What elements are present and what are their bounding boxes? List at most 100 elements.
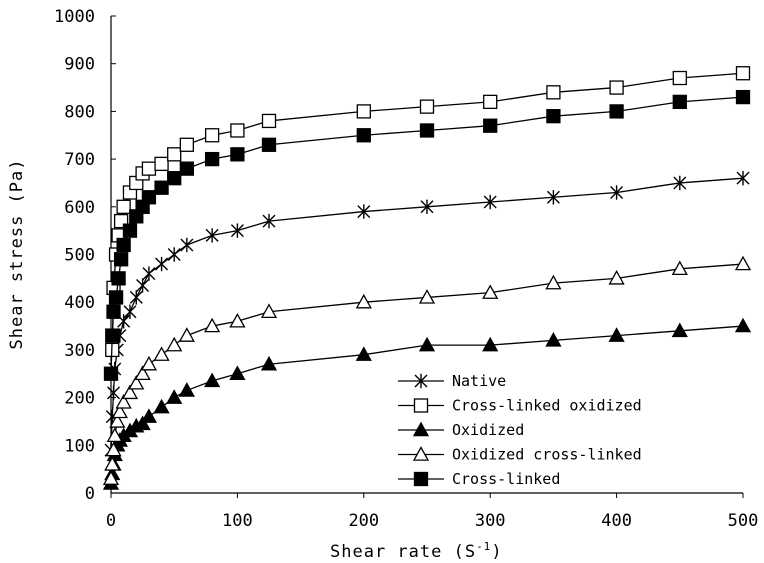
legend-item: Native [398,372,506,390]
data-point [141,190,157,205]
data-point [418,336,436,352]
data-point [153,346,170,361]
data-point [204,372,221,388]
y-tick-label: 300 [64,341,95,361]
data-point [109,413,126,428]
legend-item: Cross-linked oxidized [398,397,642,415]
series-cross-linked-oxidized [105,66,751,358]
data-point [261,113,277,129]
data-point [608,270,625,285]
data-point [412,421,430,437]
data-point [672,94,687,110]
data-point [546,190,560,205]
data-point [671,322,688,338]
x-axis-title: Shear rate (S-1) [330,540,503,562]
data-point [129,290,143,305]
data-point [204,151,220,167]
x-tick-label: 100 [222,511,253,531]
data-point [180,237,194,253]
data-point [672,70,687,86]
data-point [356,104,371,119]
data-point [355,346,372,361]
y-tick-label: 600 [64,198,95,218]
data-point [104,456,121,471]
data-point [230,223,244,238]
data-point [142,266,156,281]
data-point [230,147,245,162]
y-tick-label: 800 [64,102,95,122]
x-tick-label: 500 [728,511,759,531]
data-point [166,336,183,352]
data-point [103,366,119,381]
data-point [121,384,139,400]
data-point [167,171,182,186]
data-point [140,355,158,371]
data-point [609,80,624,95]
data-point [482,336,499,352]
data-point [546,109,561,124]
x-ticks: 0 100 200 300 400 500 [106,493,758,531]
data-point [154,156,169,172]
y-tick-label: 700 [64,150,95,170]
data-point [128,374,145,390]
series-oxidized-cross-linked [102,255,752,485]
data-point [671,260,688,276]
data-point [261,137,277,152]
data-point [545,332,562,347]
x-tick-label: 300 [475,511,506,531]
legend-item: Cross-linked [398,470,560,488]
y-ticks: 0 100 200 300 400 500 600 700 800 900 1000 [54,7,116,504]
data-point [102,470,120,485]
data-point [134,415,151,431]
data-point [734,317,752,333]
data-point [736,170,750,186]
data-point [140,408,158,423]
data-point [355,293,372,309]
data-point [673,175,687,191]
data-point [204,317,221,333]
data-point [153,398,170,414]
data-point [204,128,220,143]
data-point [116,199,131,214]
y-tick-label: 500 [64,246,95,266]
data-point [116,237,131,253]
x-tick-label: 200 [348,511,379,531]
data-point [134,365,151,381]
data-point [106,427,123,443]
data-point [229,312,246,328]
axes [110,16,743,494]
legend-label: Native [452,372,506,390]
data-point [546,85,561,100]
series-group [102,66,752,490]
data-point [115,394,132,409]
data-point [111,403,128,419]
legend-label: Cross-linked oxidized [452,397,642,415]
data-point [141,161,157,176]
data-point [483,94,498,110]
data-point [482,284,499,299]
data-point [108,290,124,305]
data-point [111,271,126,286]
data-point [356,128,371,143]
x-axis-title-end: ) [491,542,502,562]
legend-label: Oxidized cross-linked [452,446,642,464]
data-point [412,446,430,461]
data-point [122,223,138,238]
data-point [154,180,169,195]
data-point [178,327,195,342]
data-point [107,385,121,401]
data-point [413,398,429,413]
data-point [179,137,194,152]
data-point [155,256,169,272]
data-point [113,252,129,267]
data-point [545,274,562,290]
legend-item: Oxidized [398,421,524,439]
data-point [106,304,121,319]
data-point [262,213,276,229]
data-point [230,123,245,138]
data-point [610,185,624,200]
data-point [105,441,122,457]
data-point [735,89,751,105]
y-axis-title: Shear stress (Pa) [7,159,27,350]
